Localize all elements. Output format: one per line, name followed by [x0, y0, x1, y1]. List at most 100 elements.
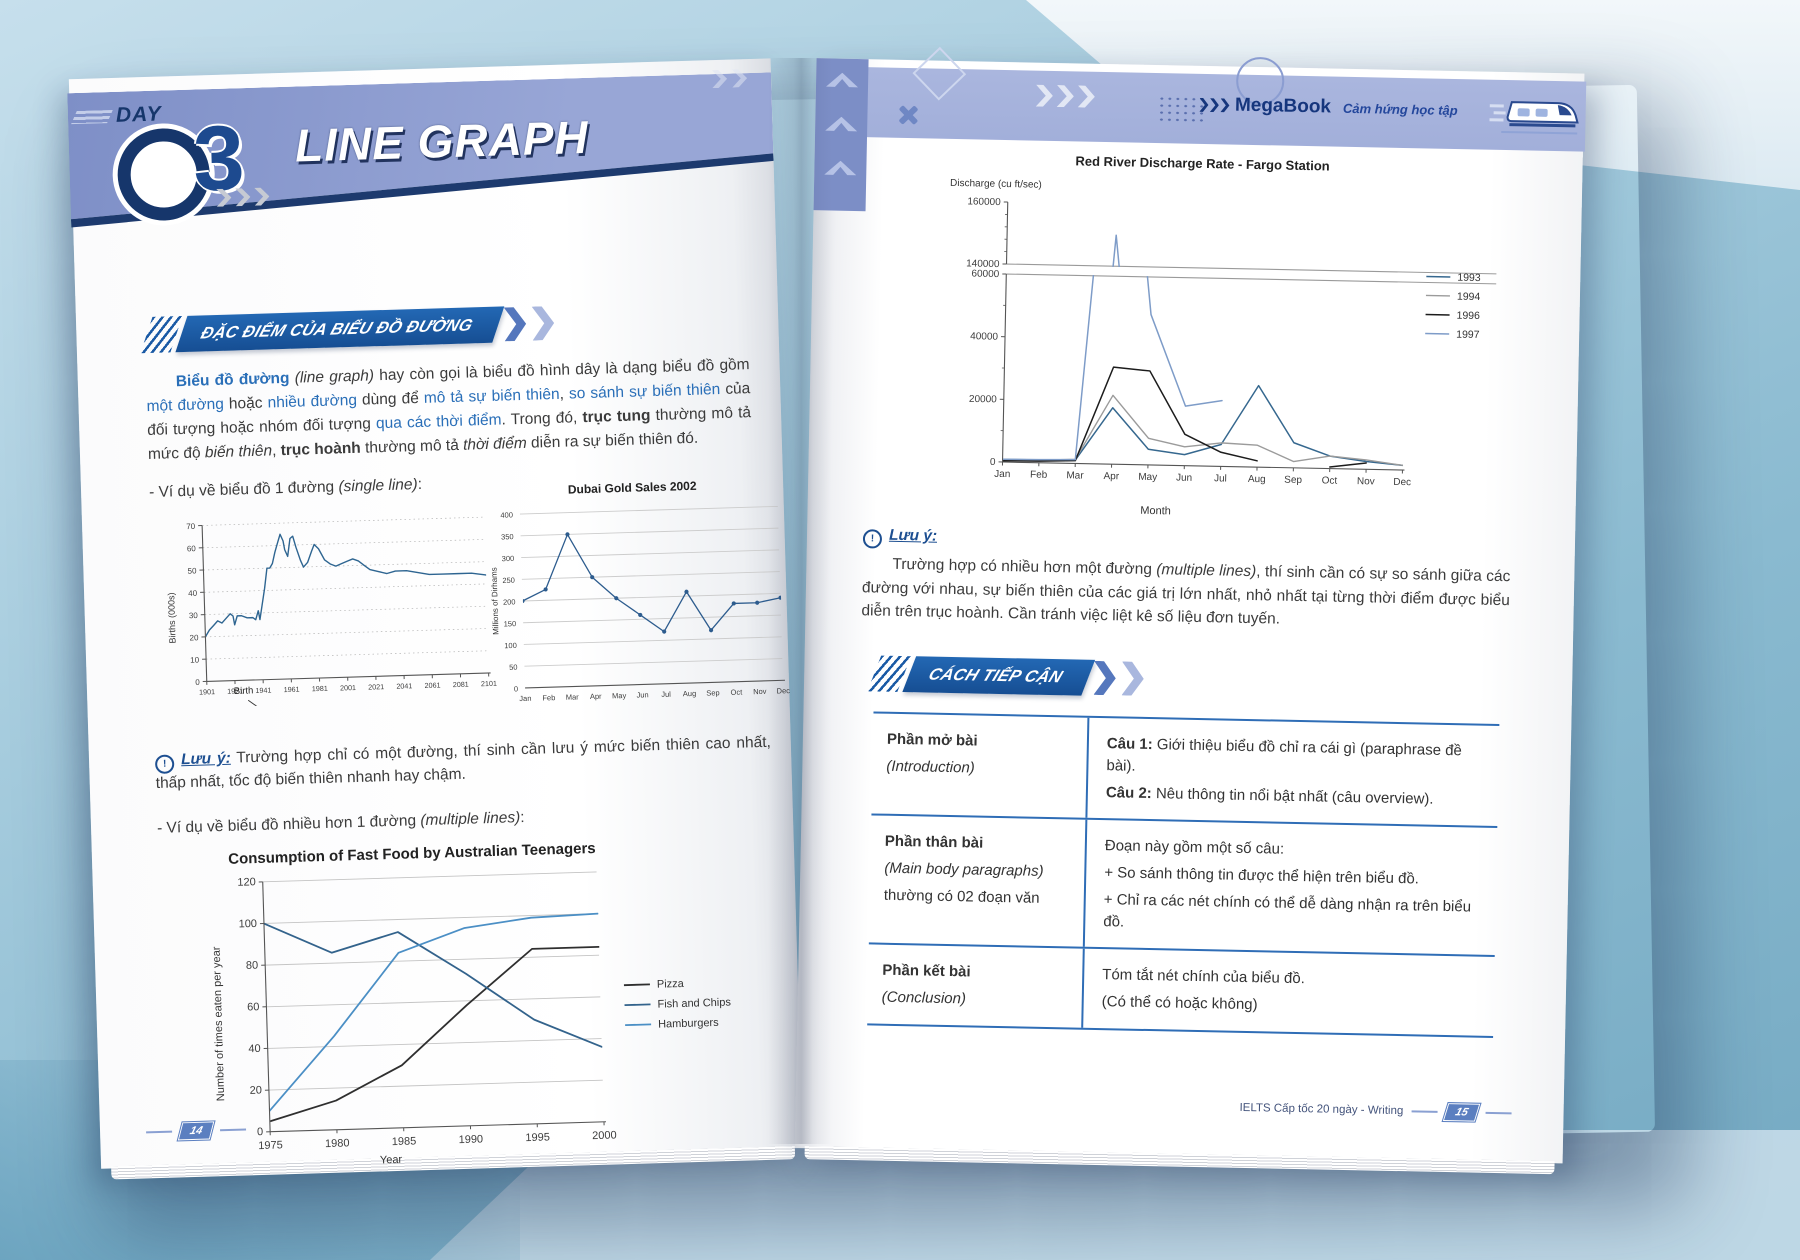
svg-text:Jan: Jan: [994, 469, 1010, 480]
svg-text:Sep: Sep: [706, 688, 720, 697]
svg-text:Fish and Chips: Fish and Chips: [657, 996, 731, 1010]
cell-line: Tóm tắt nét chính của biểu đồ.: [1102, 966, 1306, 988]
train-icon: [1487, 92, 1580, 145]
brand-chevron-icon: [1220, 98, 1229, 112]
fastfood-chart: Consumption of Fast Food by Australian T…: [202, 836, 752, 1182]
svg-text:20000: 20000: [969, 394, 997, 406]
cell-line: + Chỉ ra các nét chính có thể dễ dàng nh…: [1103, 890, 1472, 931]
right-footer: IELTS Cấp tốc 20 ngày - Writing 15: [1239, 1099, 1512, 1123]
births-chart-canvas: 0 10 20 30 40 50 60 70 1901 1921 1941 1961 1981 2001 2…: [168, 503, 500, 720]
brand-chevron-icon: [1199, 98, 1208, 112]
svg-text:Mar: Mar: [1066, 470, 1084, 481]
table-cell-body-content: Đoạn này gồm một số câu: + So sánh thông…: [1082, 819, 1498, 956]
redriver-ylabel: Discharge (cu ft/sec): [949, 177, 1042, 191]
svg-text:100: 100: [238, 918, 257, 931]
table-row: Phần mở bài (Introduction) Câu 1: Giới t…: [871, 711, 1500, 827]
chevron-right-icon: [532, 306, 555, 341]
svg-text:Oct: Oct: [730, 688, 743, 697]
svg-text:Apr: Apr: [1103, 471, 1119, 482]
svg-text:1921: 1921: [227, 686, 243, 695]
svg-text:2041: 2041: [396, 681, 412, 690]
svg-text:20: 20: [249, 1084, 262, 1096]
cell-line: Phần thân bài: [884, 832, 984, 852]
svg-text:1980: 1980: [325, 1137, 350, 1150]
cell-line: thường có 02 đoạn văn: [883, 886, 1040, 907]
dubai-chart: Dubai Gold Sales 2002 Millions of Dirham…: [481, 476, 790, 720]
open-book: DAY 3 LINE GRAPH ĐẶC ĐIỂM CỦA BIỂU ĐỒ ĐƯ: [96, 46, 1656, 1180]
svg-text:Jul: Jul: [661, 690, 671, 699]
svg-text:Apr: Apr: [590, 692, 602, 701]
svg-text:Nov: Nov: [1357, 476, 1375, 487]
exclamation-icon: !: [862, 529, 883, 549]
chevron-up-icon: [824, 160, 857, 187]
svg-text:2001: 2001: [340, 683, 356, 692]
section-header-dac-diem: ĐẶC ĐIỂM CỦA BIỂU ĐỒ ĐƯỜNG: [140, 305, 555, 354]
table-cell-conclusion-label: Phần kết bài (Conclusion): [867, 945, 1083, 1028]
footer-line: [146, 1130, 173, 1134]
cell-line: Câu 2: Nêu thông tin nổi bật nhất (câu o…: [1105, 783, 1434, 808]
table-cell-conclusion-content: Tóm tắt nét chính của biểu đồ. (Có thể c…: [1081, 948, 1495, 1036]
svg-text:Dec: Dec: [1393, 477, 1411, 488]
speed-lines-icon: [71, 109, 113, 125]
brand-name: MegaBook: [1234, 94, 1332, 118]
svg-text:40: 40: [248, 1043, 261, 1055]
brand-chevron-icon: [1210, 98, 1219, 112]
brand-logo: MegaBook Cảm hứng học tập: [1199, 94, 1458, 121]
dubai-svg: 0 50 100 150 200 250 300 350 400 Jan Feb Mar Apr May J…: [500, 505, 790, 703]
page-right: MegaBook Cảm hứng học tập: [794, 46, 1587, 1175]
svg-text:50: 50: [187, 566, 197, 575]
svg-text:140000: 140000: [966, 258, 1000, 270]
diamond-icon: [912, 46, 967, 101]
section-header-cach-tiep-can: CÁCH TIẾP CẬN: [867, 655, 1144, 696]
note-1-text: Lưu ý: Trường hợp chỉ có một đường, thí …: [155, 733, 772, 793]
svg-text:1990: 1990: [458, 1133, 483, 1146]
section-title: CÁCH TIẾP CẬN: [902, 656, 1095, 696]
svg-text:60: 60: [187, 544, 197, 553]
chevron-right-icon: [254, 187, 270, 205]
svg-text:0: 0: [514, 684, 518, 693]
approach-table: Phần mở bài (Introduction) Câu 1: Giới t…: [867, 711, 1500, 1038]
svg-text:60: 60: [247, 1001, 260, 1013]
page-left: DAY 3 LINE GRAPH ĐẶC ĐIỂM CỦA BIỂU ĐỒ ĐƯ: [69, 58, 803, 1180]
chevron-right-icon: [1121, 661, 1144, 695]
chevron-right-icon: [504, 307, 527, 342]
chevron-up-icon: [825, 116, 858, 143]
svg-text:1993: 1993: [1457, 272, 1481, 284]
cell-line: (Main body paragraphs): [884, 859, 1044, 880]
footer-line: [1411, 1110, 1438, 1113]
note-2-text: Trường hợp có nhiều hơn một đường (multi…: [861, 556, 1511, 628]
svg-text:Birth: Birth: [234, 685, 254, 697]
x-icon: [895, 102, 922, 129]
footer-text: IELTS Cấp tốc 20 ngày - Writing: [1239, 1101, 1404, 1118]
intro-paragraph: Biểu đồ đường (line graph) hay còn gọi l…: [146, 356, 752, 463]
cell-line: (Introduction): [886, 757, 975, 777]
svg-text:20: 20: [189, 633, 199, 642]
note-1: ! Lưu ý: Trường hợp chỉ có một đường, thí…: [154, 731, 772, 796]
note-2-label: Lưu ý:: [888, 526, 938, 545]
svg-text:30: 30: [189, 611, 199, 620]
fastfood-svg: 0 20 40 60 80 100 120 1975 1980 1985 1990 1995 2000 P…: [237, 871, 732, 1152]
cell-line: Câu 1: Giới thiệu biểu đồ chỉ ra cái gì …: [1106, 735, 1463, 775]
cell-line: Phần kết bài: [882, 961, 971, 981]
svg-text:Jun: Jun: [636, 690, 648, 699]
redriver-chart: Red River Discharge Rate - Fargo Station…: [915, 150, 1522, 527]
chevron-right-icon: [235, 188, 251, 206]
chevron-right-icon: [1057, 85, 1074, 107]
chevron-right-icon: [1036, 85, 1053, 107]
svg-text:80: 80: [246, 960, 259, 972]
svg-text:1981: 1981: [312, 684, 328, 693]
svg-text:Oct: Oct: [1322, 475, 1338, 486]
table-row: Phần thân bài (Main body paragraphs) thư…: [868, 813, 1498, 956]
svg-text:250: 250: [502, 576, 515, 585]
chevron-right-icon: [732, 69, 748, 87]
svg-text:10: 10: [190, 656, 200, 665]
page-number-badge: 15: [1441, 1102, 1482, 1123]
page-number-badge: 14: [176, 1120, 216, 1142]
cell-line: Đoạn này gồm một số câu:: [1104, 837, 1285, 858]
cell-line: Phần mở bài: [886, 730, 978, 750]
chevron-right-icons: [216, 187, 270, 207]
spine-decoration: [813, 58, 869, 212]
svg-text:2061: 2061: [424, 680, 440, 689]
svg-text:60000: 60000: [971, 269, 999, 281]
